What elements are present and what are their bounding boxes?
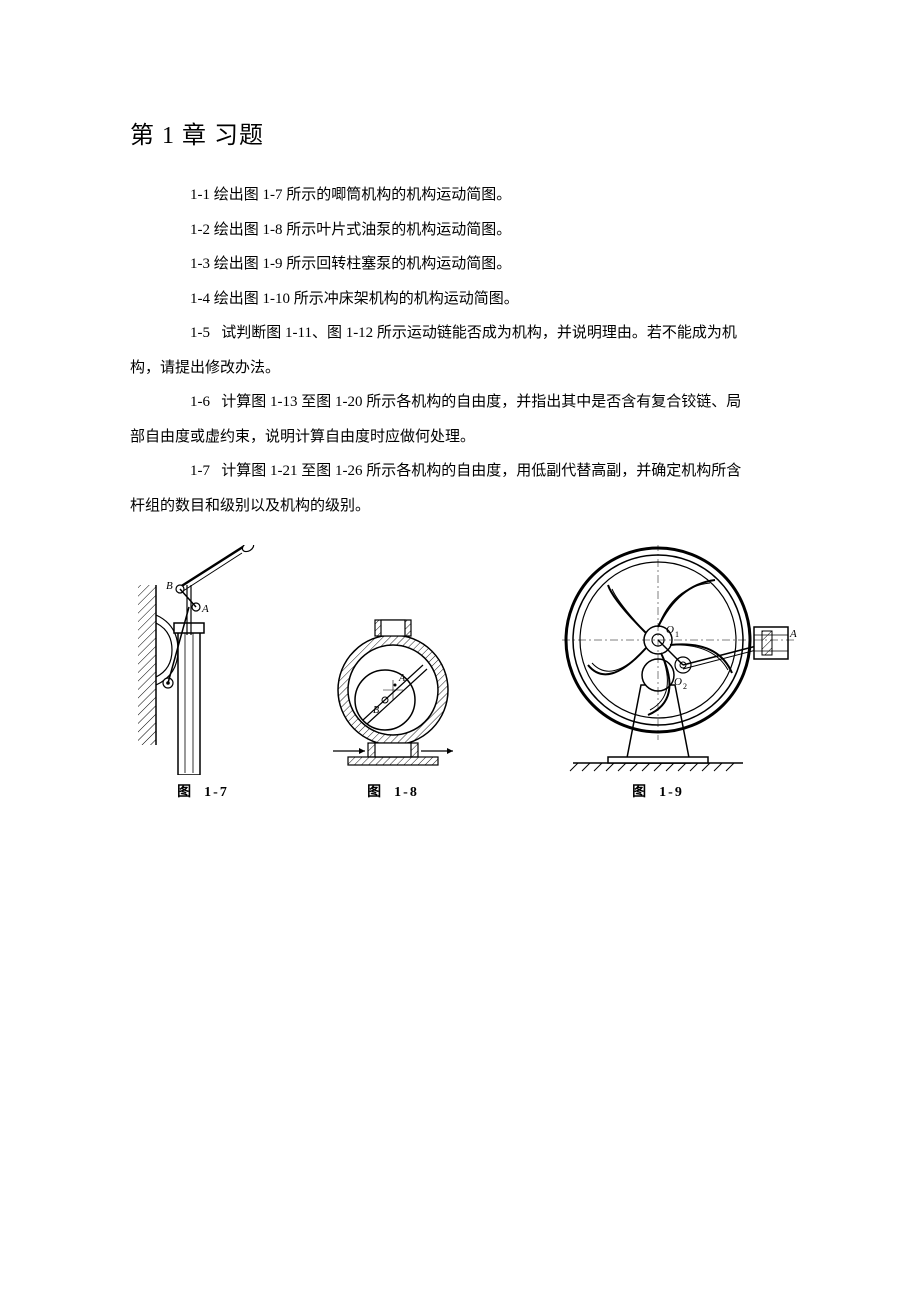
figure-1-9: O 1 O 2 A — [518, 545, 798, 801]
caption-prefix: 图 — [367, 785, 383, 800]
problem-text: 绘出图 1-8 所示叶片式油泵的机构运动简图。 — [214, 222, 512, 238]
problem-1-7-cont: 杆组的数目和级别以及机构的级别。 — [130, 489, 800, 524]
problem-1-4: 1-4 绘出图 1-10 所示冲床架机构的机构运动简图。 — [130, 282, 800, 317]
figure-1-8-svg: B A — [313, 615, 473, 775]
caption-number: 1-9 — [659, 785, 684, 800]
figure-caption: 图 1-8 — [367, 781, 419, 801]
svg-text:2: 2 — [683, 682, 687, 691]
problem-text: 绘出图 1-7 所示的唧筒机构的机构运动简图。 — [214, 187, 512, 203]
problem-1-6-cont: 部自由度或虚约束，说明计算自由度时应做何处理。 — [130, 420, 800, 455]
problem-number: 1-1 — [160, 178, 210, 213]
svg-text:A: A — [201, 603, 209, 615]
svg-text:A: A — [398, 673, 406, 684]
svg-text:B: B — [166, 580, 173, 592]
problem-1-1: 1-1 绘出图 1-7 所示的唧筒机构的机构运动简图。 — [130, 178, 800, 213]
svg-text:O: O — [666, 624, 674, 636]
figure-caption: 图 1-9 — [632, 781, 684, 801]
problem-text-line1: 计算图 1-21 至图 1-26 所示各机构的自由度，用低副代替高副，并确定机构… — [221, 463, 741, 479]
problem-1-6: 1-6 计算图 1-13 至图 1-20 所示各机构的自由度，并指出其中是否含有… — [130, 385, 800, 420]
chapter-title: 第 1 章 习题 — [130, 115, 800, 150]
caption-prefix: 图 — [177, 785, 193, 800]
caption-number: 1-8 — [394, 785, 419, 800]
problem-number: 1-3 — [160, 247, 210, 282]
problem-number: 1-5 — [160, 316, 210, 351]
problem-1-2: 1-2 绘出图 1-8 所示叶片式油泵的机构运动简图。 — [130, 213, 800, 248]
problem-number: 1-7 — [160, 454, 210, 489]
problem-1-5: 1-5 试判断图 1-11、图 1-12 所示运动链能否成为机构，并说明理由。若… — [130, 316, 800, 351]
problem-1-5-cont: 构，请提出修改办法。 — [130, 351, 800, 386]
svg-text:O: O — [674, 676, 682, 688]
figure-1-8: B A — [313, 615, 473, 801]
figure-1-7: A B 图 1-7 — [138, 545, 268, 801]
problem-number: 1-6 — [160, 385, 210, 420]
problem-1-3: 1-3 绘出图 1-9 所示回转柱塞泵的机构运动简图。 — [130, 247, 800, 282]
problem-text-line1: 试判断图 1-11、图 1-12 所示运动链能否成为机构，并说明理由。若不能成为… — [221, 325, 737, 341]
problem-text: 绘出图 1-10 所示冲床架机构的机构运动简图。 — [214, 291, 519, 307]
problem-number: 1-4 — [160, 282, 210, 317]
figure-1-9-svg: O 1 O 2 A — [518, 545, 798, 775]
page-container: 第 1 章 习题 1-1 绘出图 1-7 所示的唧筒机构的机构运动简图。 1-2… — [0, 0, 920, 1302]
problem-number: 1-2 — [160, 213, 210, 248]
caption-number: 1-7 — [204, 785, 229, 800]
caption-prefix: 图 — [632, 785, 648, 800]
problem-1-7: 1-7 计算图 1-21 至图 1-26 所示各机构的自由度，用低副代替高副，并… — [130, 454, 800, 489]
figures-row: A B 图 1-7 — [138, 545, 798, 801]
problem-text: 绘出图 1-9 所示回转柱塞泵的机构运动简图。 — [214, 256, 512, 272]
figure-caption: 图 1-7 — [177, 781, 229, 801]
problem-text-line1: 计算图 1-13 至图 1-20 所示各机构的自由度，并指出其中是否含有复合铰链… — [221, 394, 741, 410]
svg-text:1: 1 — [675, 630, 679, 639]
svg-text:A: A — [789, 628, 797, 640]
figure-1-7-svg: A B — [138, 545, 268, 775]
